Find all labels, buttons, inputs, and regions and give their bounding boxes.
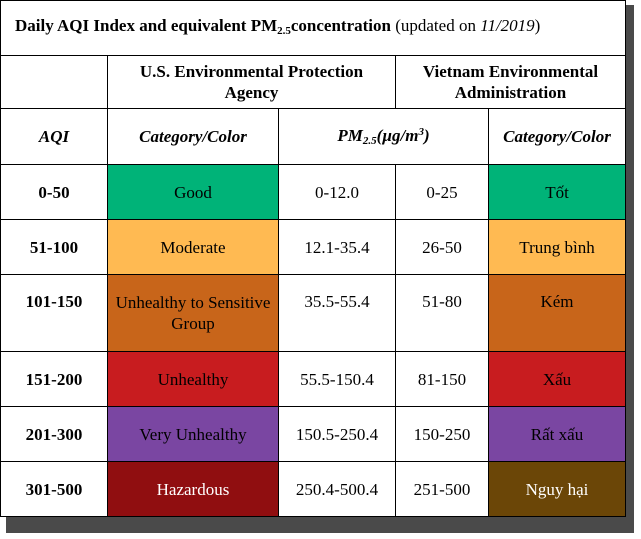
vn-category-cell: Tốt — [489, 165, 626, 220]
aqi-range: 301-500 — [0, 462, 108, 517]
aqi-range: 101-150 — [0, 275, 108, 352]
us-category-cell: Hazardous — [108, 462, 279, 517]
us-category-cell: Moderate — [108, 220, 279, 275]
pm-unit-superscript: 3 — [418, 125, 424, 138]
aqi-range: 0-50 — [0, 165, 108, 220]
us-pm-range: 35.5-55.4 — [279, 275, 396, 352]
subheader-category-vn: Category/Color — [489, 109, 626, 165]
us-pm-range: 12.1-35.4 — [279, 220, 396, 275]
vn-category-cell: Trung bình — [489, 220, 626, 275]
vn-pm-range: 81-150 — [396, 352, 489, 407]
title-note-post: ) — [534, 15, 541, 35]
vn-pm-range: 0-25 — [396, 165, 489, 220]
table-title: Daily AQI Index and equivalent PM2.5conc… — [0, 0, 626, 56]
header-empty-cell — [0, 56, 108, 109]
header-vietnam: Vietnam Environmental Administration — [396, 56, 626, 109]
us-pm-range: 250.4-500.4 — [279, 462, 396, 517]
us-pm-range: 55.5-150.4 — [279, 352, 396, 407]
vn-category-cell: Xấu — [489, 352, 626, 407]
table-row: 151-200 Unhealthy 55.5-150.4 81-150 Xấu — [0, 352, 626, 407]
table-row: 301-500 Hazardous 250.4-500.4 251-500 Ng… — [0, 462, 626, 517]
aqi-range: 201-300 — [0, 407, 108, 462]
header-us-epa: U.S. Environmental Protection Agency — [108, 56, 396, 109]
vn-category-cell: Rất xấu — [489, 407, 626, 462]
aqi-table: Daily AQI Index and equivalent PM2.5conc… — [0, 0, 626, 517]
vn-category-cell: Kém — [489, 275, 626, 352]
aqi-range: 51-100 — [0, 220, 108, 275]
us-category-cell: Unhealthy — [108, 352, 279, 407]
subheader-pm25: PM2.5(µg/m3) — [279, 109, 489, 165]
pm-label-subscript: 2.5 — [362, 134, 377, 147]
table-row: 0-50 Good 0-12.0 0-25 Tốt — [0, 165, 626, 220]
title-main-subscript: 2.5 — [277, 24, 291, 37]
title-note-pre: (updated on — [395, 15, 481, 35]
vn-pm-range: 51-80 — [396, 275, 489, 352]
us-pm-range: 0-12.0 — [279, 165, 396, 220]
subheader-category-us: Category/Color — [108, 109, 279, 165]
table-row: 101-150 Unhealthy to Sensitive Group 35.… — [0, 275, 626, 352]
vn-pm-range: 26-50 — [396, 220, 489, 275]
title-main: Daily AQI Index and equivalent PM — [15, 15, 278, 35]
table-row: 51-100 Moderate 12.1-35.4 26-50 Trung bì… — [0, 220, 626, 275]
pm-unit: (µg/m — [376, 125, 419, 145]
vn-category-cell: Nguy hại — [489, 462, 626, 517]
pm-label: PM — [337, 125, 363, 145]
table-row: 201-300 Very Unhealthy 150.5-250.4 150-2… — [0, 407, 626, 462]
title-main-suffix: concentration — [290, 15, 391, 35]
us-category-cell: Good — [108, 165, 279, 220]
aqi-range: 151-200 — [0, 352, 108, 407]
title-note-date: 11/2019 — [480, 15, 535, 35]
us-pm-range: 150.5-250.4 — [279, 407, 396, 462]
vn-pm-range: 251-500 — [396, 462, 489, 517]
vn-pm-range: 150-250 — [396, 407, 489, 462]
subheader-aqi: AQI — [0, 109, 108, 165]
us-category-cell: Unhealthy to Sensitive Group — [108, 275, 279, 352]
pm-unit-close: ) — [423, 125, 430, 145]
us-category-cell: Very Unhealthy — [108, 407, 279, 462]
